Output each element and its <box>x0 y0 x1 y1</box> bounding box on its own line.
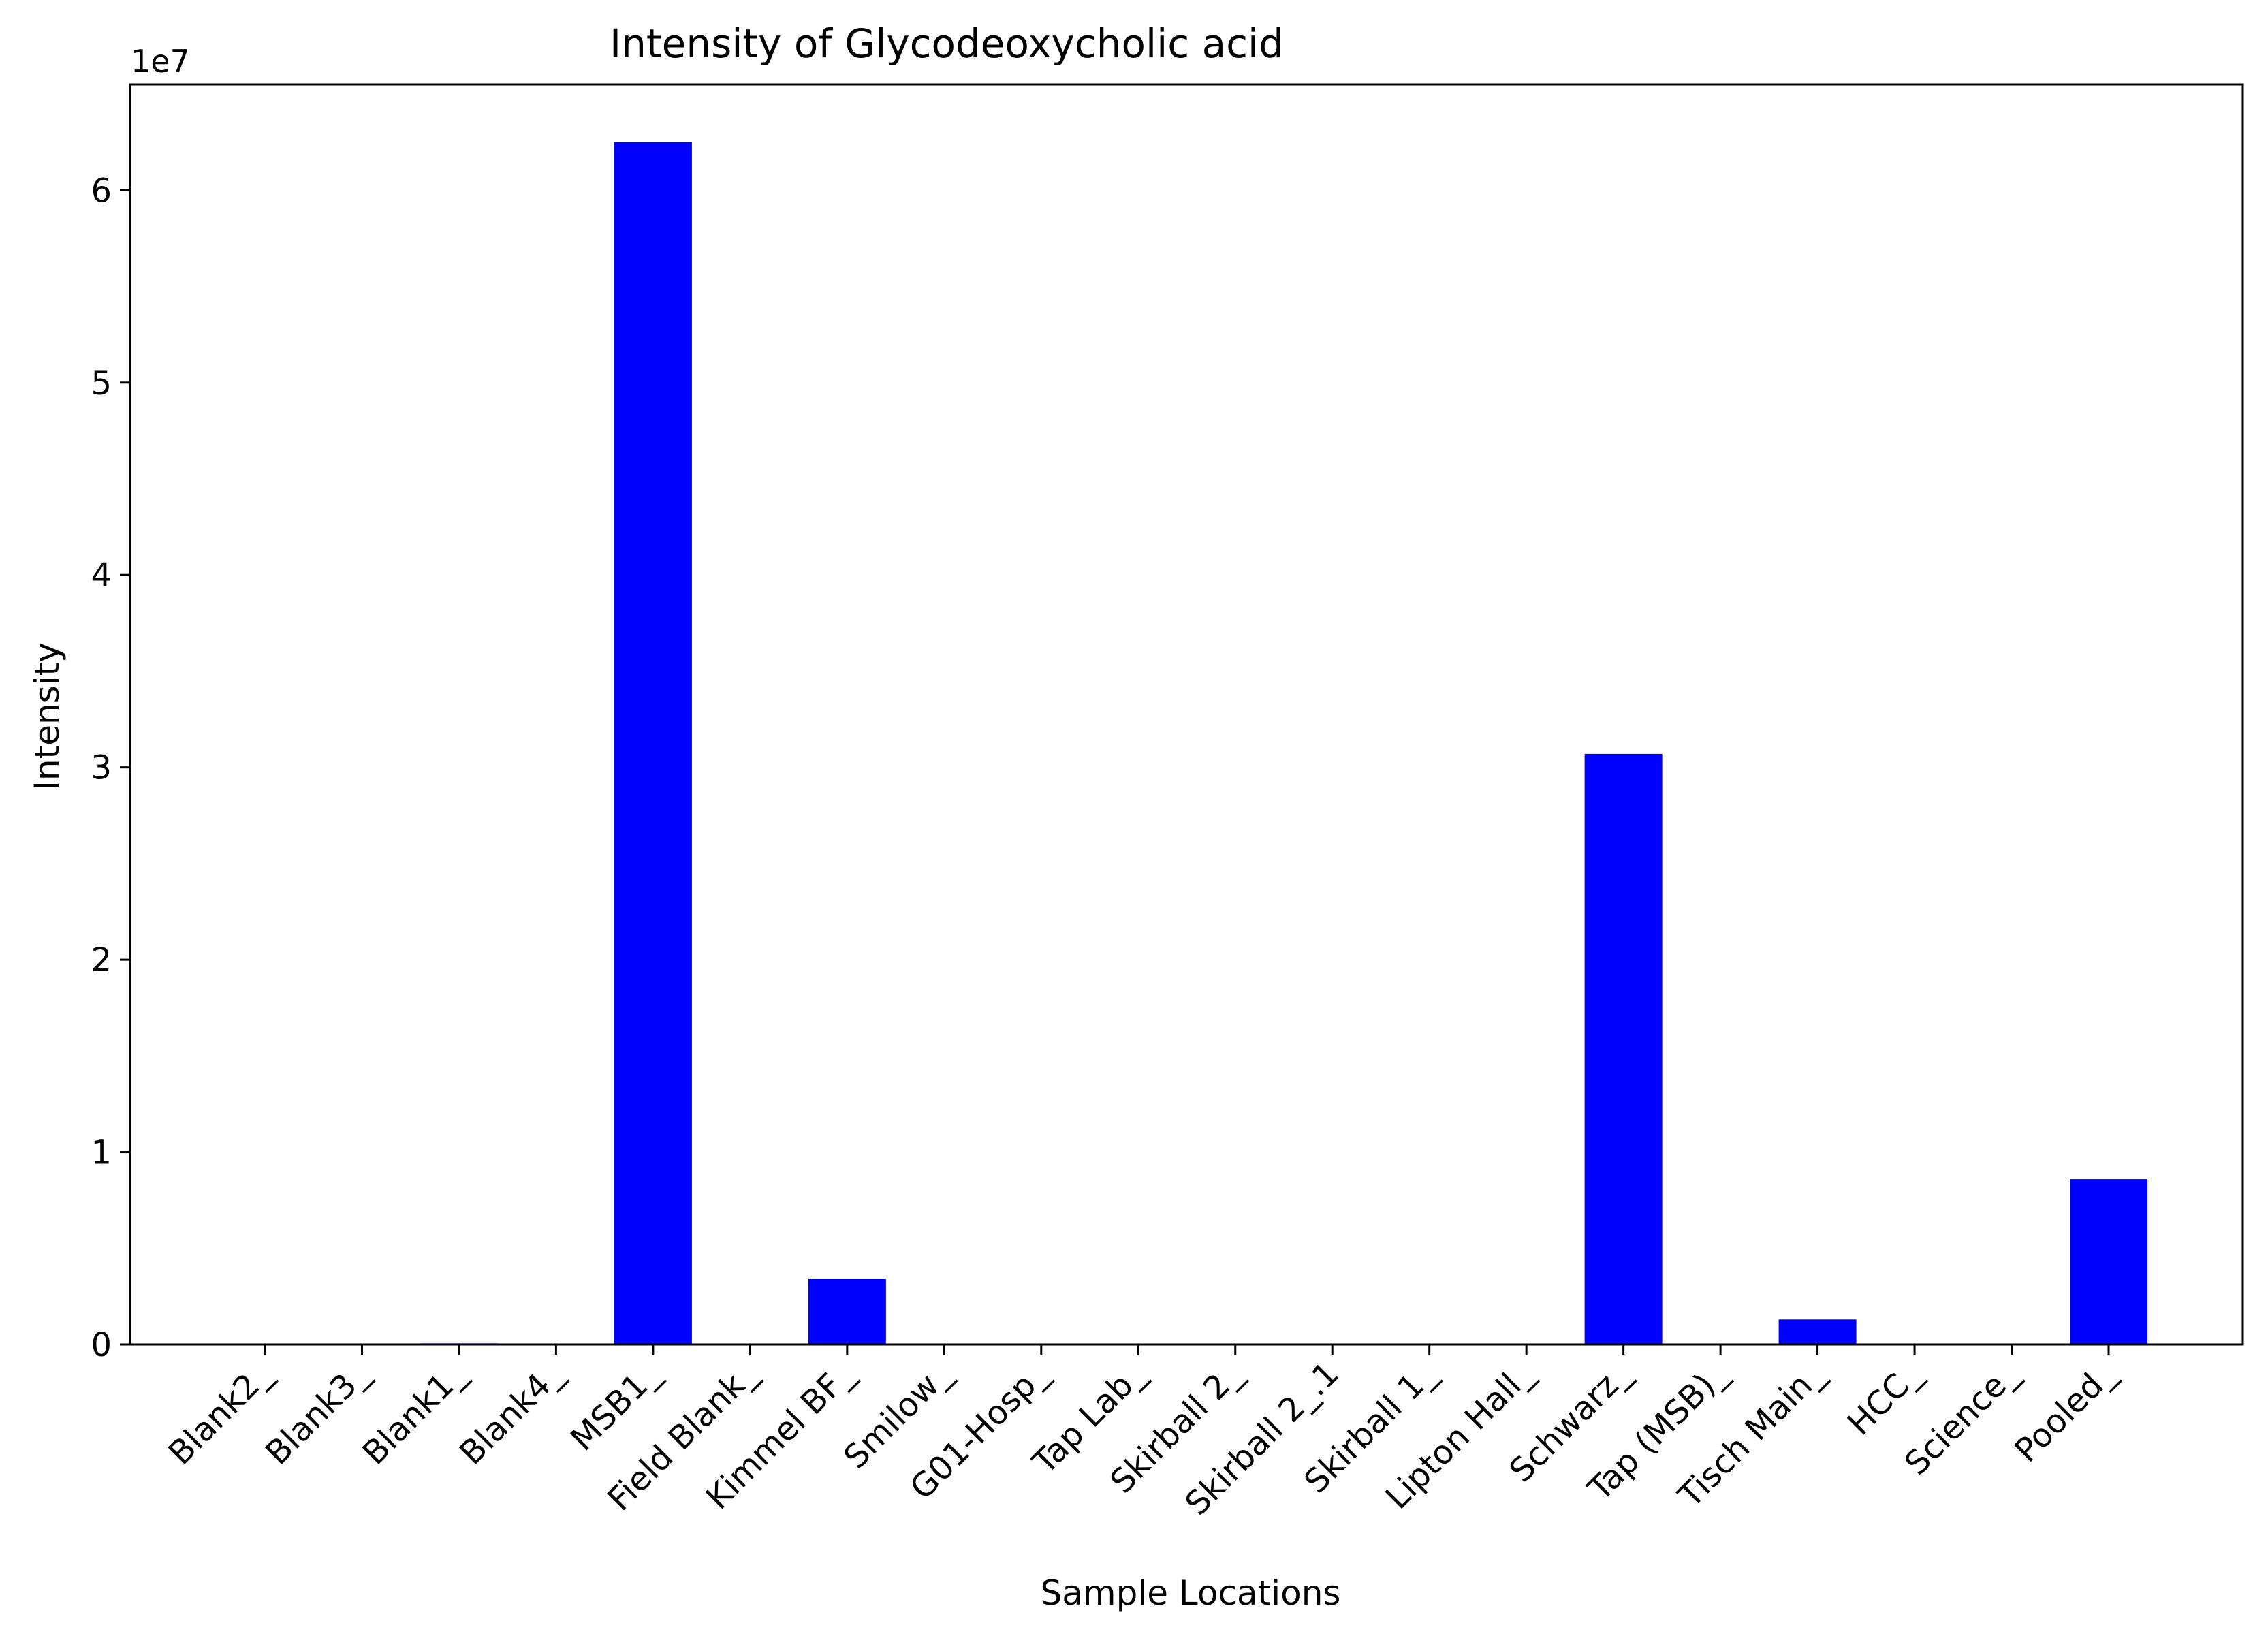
plot-frame <box>129 83 2244 1346</box>
bar-5 <box>614 142 692 1345</box>
y-axis-label: Intensity <box>27 642 67 791</box>
x-tick-label: Blank1_ <box>356 1354 474 1472</box>
bar-7 <box>808 1278 886 1344</box>
y-tick-label: 1 <box>91 1134 112 1172</box>
y-tick-label: 4 <box>91 556 112 595</box>
chart-title: Intensity of Glycodeoxycholic acid <box>610 20 1284 67</box>
y-scale-offset-label: 1e7 <box>131 43 190 80</box>
y-tick-label: 3 <box>91 749 112 787</box>
y-tick-label: 2 <box>91 941 112 979</box>
bars-layer <box>420 142 2147 1345</box>
x-ticks-layer: Blank2_Blank3_Blank1_Blank4_MSB1_Field B… <box>161 1344 2123 1523</box>
y-tick-label: 6 <box>91 172 112 210</box>
bar-17 <box>1778 1319 1857 1344</box>
bar-15 <box>1584 753 1663 1344</box>
x-tick-label: Blank2_ <box>161 1354 280 1472</box>
x-tick-label: HCC_ <box>1840 1354 1929 1443</box>
x-tick-label: Pooled_ <box>2007 1354 2123 1470</box>
x-tick-label: Blank3_ <box>258 1354 377 1472</box>
y-tick-label: 0 <box>91 1326 112 1364</box>
bar-20 <box>2070 1179 2147 1344</box>
x-axis-label: Sample Locations <box>1041 1573 1341 1613</box>
y-tick-label: 5 <box>91 364 112 403</box>
x-tick-label: Blank4_ <box>452 1354 571 1472</box>
y-ticks-layer: 0 1 2 3 4 5 6 <box>91 172 130 1364</box>
